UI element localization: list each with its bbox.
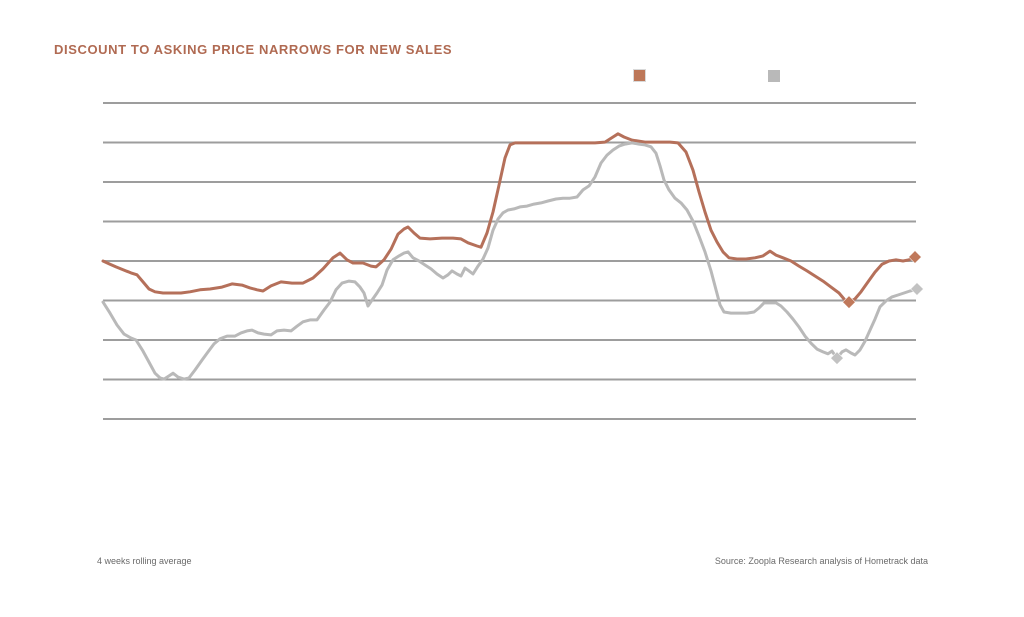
chart-title: DISCOUNT TO ASKING PRICE NARROWS FOR NEW… bbox=[54, 42, 453, 57]
series-line-orange bbox=[101, 132, 917, 304]
series-marker-grey-diamond-icon bbox=[910, 282, 924, 296]
rolling-average-note: 4 weeks rolling average bbox=[97, 556, 192, 566]
legend-swatch-orange-icon bbox=[633, 69, 646, 82]
series-line-grey bbox=[101, 141, 919, 381]
source-note: Source: Zoopla Research analysis of Home… bbox=[714, 556, 928, 566]
series-marker-orange-diamond-icon bbox=[908, 250, 922, 264]
legend bbox=[0, 69, 1024, 83]
series-marker-orange-diamond-icon bbox=[842, 295, 856, 309]
legend-swatch-grey-icon bbox=[768, 70, 780, 82]
series-marker-grey-diamond-icon bbox=[830, 351, 844, 365]
